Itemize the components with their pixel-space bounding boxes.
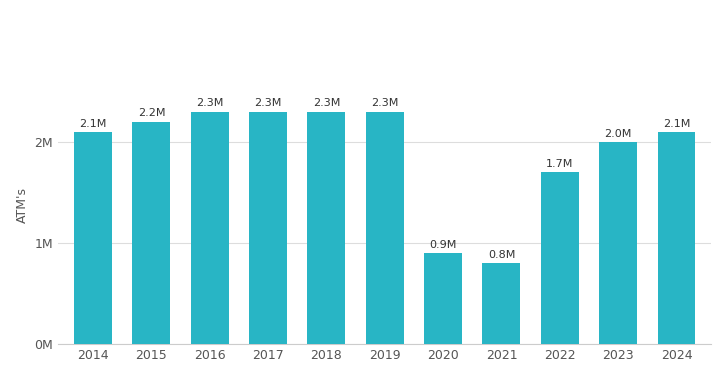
Text: 0.9M: 0.9M bbox=[430, 240, 457, 250]
Bar bbox=[366, 112, 404, 344]
Y-axis label: ATM's: ATM's bbox=[16, 187, 29, 223]
Text: 0.8M: 0.8M bbox=[488, 250, 515, 260]
Bar bbox=[599, 142, 637, 344]
Text: 2.1M: 2.1M bbox=[79, 118, 107, 129]
Bar bbox=[132, 122, 171, 344]
Text: 2.1M: 2.1M bbox=[663, 118, 690, 129]
Bar bbox=[249, 112, 287, 344]
Bar bbox=[483, 263, 521, 344]
Text: 2.0M: 2.0M bbox=[605, 129, 632, 139]
Text: 2.3M: 2.3M bbox=[313, 99, 340, 108]
Bar bbox=[74, 132, 112, 344]
Bar bbox=[308, 112, 346, 344]
Text: 2.3M: 2.3M bbox=[371, 99, 399, 108]
Text: 2.2M: 2.2M bbox=[138, 108, 166, 118]
Text: 2.3M: 2.3M bbox=[196, 99, 224, 108]
Bar bbox=[191, 112, 229, 344]
Bar bbox=[541, 172, 579, 344]
Bar bbox=[658, 132, 696, 344]
Text: 2.3M: 2.3M bbox=[254, 99, 282, 108]
Text: 1.7M: 1.7M bbox=[546, 159, 574, 169]
Text: ATM's (millions): ATM's (millions) bbox=[293, 21, 433, 39]
Bar bbox=[424, 253, 462, 344]
